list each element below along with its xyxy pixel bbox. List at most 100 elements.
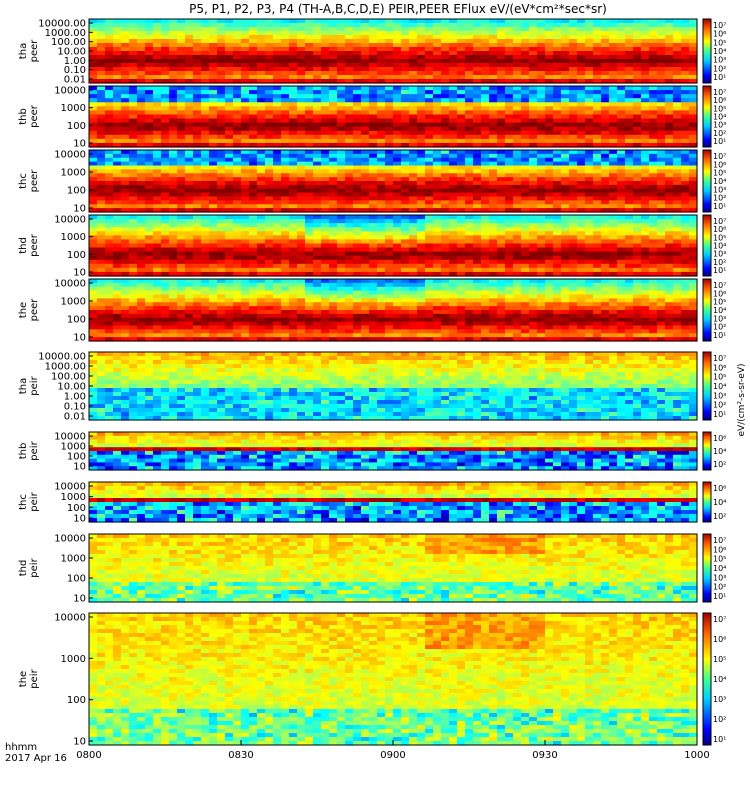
panel-ylabel: thbpeer <box>18 104 40 128</box>
panel-ylabel-line: thc <box>18 494 29 510</box>
y-tick-label: 10 <box>73 268 86 279</box>
colorbar-tick-label: 10⁷ <box>713 217 726 226</box>
panel-tha-peer: thapeer 10000.001000.00100.0010.001.000.1… <box>18 18 726 86</box>
colorbar-tick-label: 10⁴ <box>713 113 726 122</box>
colorbar-tick-label: 10⁶ <box>713 160 726 169</box>
colorbar-tick-label: 10² <box>713 401 726 410</box>
y-tick-label: 10 <box>73 139 86 150</box>
panel-the-peer: thepeer 10000 1000 100 10 10¹10²10³10⁴10⁵10⁶1… <box>18 278 726 344</box>
y-tick-label: 10.00 <box>57 382 86 393</box>
y-tick-label: 10000 <box>54 279 86 290</box>
colorbar-tick-label: 10⁷ <box>713 354 726 363</box>
panel-ylabel-line: peir <box>29 440 40 460</box>
panel-thb-peer: thbpeer 10000 1000 100 10 10¹10²10³10⁴10⁵10⁶1… <box>18 85 726 150</box>
colorbar-tick-label: 10⁶ <box>713 434 726 443</box>
y-tick-label: 100 <box>67 186 86 197</box>
y-tick-label: 10000 <box>54 432 86 443</box>
colorbar-tick-label: 10² <box>713 194 726 203</box>
y-tick-label: 0.10 <box>64 402 86 413</box>
colorbar-tick-label: 10⁷ <box>713 615 726 624</box>
y-tick-label: 10000 <box>54 534 86 545</box>
colorbar-tick-label: 10⁴ <box>713 306 726 315</box>
y-tick-label: 1000 <box>61 232 86 243</box>
y-tick-label: 1000 <box>61 297 86 308</box>
panel-frame <box>88 431 698 471</box>
spectrogram-image <box>89 534 698 603</box>
colorbar-tick-label: 10⁷ <box>713 21 726 30</box>
colorbar <box>702 278 712 342</box>
colorbar-tick-label: 10⁶ <box>713 363 726 372</box>
y-tick-label: 10000 <box>54 86 86 97</box>
colorbar-tick-label: 10⁵ <box>713 555 726 564</box>
y-tick-label: 1.00 <box>64 392 86 403</box>
spectrogram-image <box>89 613 698 746</box>
colorbar-tick-label: 10¹ <box>713 73 726 82</box>
colorbar-tick-label: 10³ <box>713 121 726 130</box>
colorbar <box>702 612 712 746</box>
colorbar-tick-label: 10⁶ <box>713 289 726 298</box>
y-tick-label: 10 <box>73 333 86 344</box>
y-tick-label: 1000 <box>61 554 86 565</box>
y-tick-label: 10.00 <box>57 47 86 58</box>
y-tick-label: 100 <box>67 121 86 132</box>
colorbar <box>702 214 712 277</box>
y-tick-label: 100.00 <box>51 37 86 48</box>
panel-ylabel: thepeer <box>18 298 40 322</box>
colorbar-tick-label: 10⁴ <box>713 498 726 507</box>
spectrogram-image <box>89 150 698 213</box>
colorbar <box>702 431 712 471</box>
y-tick-label: 0.10 <box>64 65 86 76</box>
colorbar-tick-label: 10⁷ <box>713 152 726 161</box>
panel-frame <box>88 533 698 603</box>
colorbar-tick-label: 10¹ <box>713 592 726 601</box>
spectrogram-image <box>89 482 698 523</box>
colorbar-tick-label: 10⁴ <box>713 675 726 684</box>
colorbar-tick-label: 10⁴ <box>713 564 726 573</box>
y-tick-label: 1.00 <box>64 56 86 67</box>
colorbar-tick-label: 10² <box>713 258 726 267</box>
panel-ylabel-line: the <box>18 302 29 318</box>
panel-ylabel: thapeer <box>18 39 40 63</box>
colorbar-tick-label: 10² <box>713 460 726 469</box>
spectrogram-image <box>89 352 698 421</box>
colorbar-tick-label: 10⁷ <box>713 88 726 97</box>
y-tick-label: 1000.00 <box>45 362 86 373</box>
y-tick-label: 1000 <box>61 654 86 665</box>
y-tick-label: 1000 <box>61 492 86 503</box>
y-tick-label: 10000 <box>54 150 86 161</box>
colorbar-tick-label: 10³ <box>713 56 726 65</box>
y-tick-label: 100 <box>67 503 86 514</box>
panel-ylabel-line: thc <box>18 173 29 189</box>
panel-ylabel: thapeir <box>18 375 40 395</box>
y-tick-label: 10 <box>73 594 86 605</box>
x-tick-label: 1000 <box>684 750 709 761</box>
colorbar-tick-label: 10⁶ <box>713 225 726 234</box>
colorbar-tick-label: 10³ <box>713 250 726 259</box>
colorbar-tick-label: 10² <box>713 323 726 332</box>
colorbar-tick-label: 10⁴ <box>713 382 726 391</box>
colorbar-tick-label: 10⁵ <box>713 298 726 307</box>
spectrogram-image <box>89 432 698 471</box>
panel-ylabel: thdpeir <box>18 557 40 577</box>
colorbar-tick-label: 10⁴ <box>713 242 726 251</box>
panel-ylabel: thbpeir <box>18 440 40 460</box>
x-tick-label: 0900 <box>380 750 405 761</box>
y-tick-label: 1000 <box>61 103 86 114</box>
colorbar-tick-label: 10⁴ <box>713 177 726 186</box>
panel-ylabel-line: thb <box>18 108 29 125</box>
colorbar-tick-label: 10² <box>713 512 726 521</box>
panel-ylabel-line: thb <box>18 443 29 460</box>
colorbar <box>702 18 712 84</box>
panel-ylabel: thcpeir <box>18 491 40 511</box>
colorbar-tick-label: 10¹ <box>713 331 726 340</box>
colorbar-tick-label: 10⁵ <box>713 104 726 113</box>
panel-ylabel-line: peer <box>29 39 40 63</box>
x-tick-label: 0800 <box>76 750 101 761</box>
panel-ylabel-line: peer <box>29 169 40 193</box>
spectrogram-image <box>89 215 698 277</box>
panel-ylabel-line: peir <box>29 557 40 577</box>
colorbar-tick-label: 10⁴ <box>713 447 726 456</box>
colorbar-tick-label: 10¹ <box>713 410 726 419</box>
